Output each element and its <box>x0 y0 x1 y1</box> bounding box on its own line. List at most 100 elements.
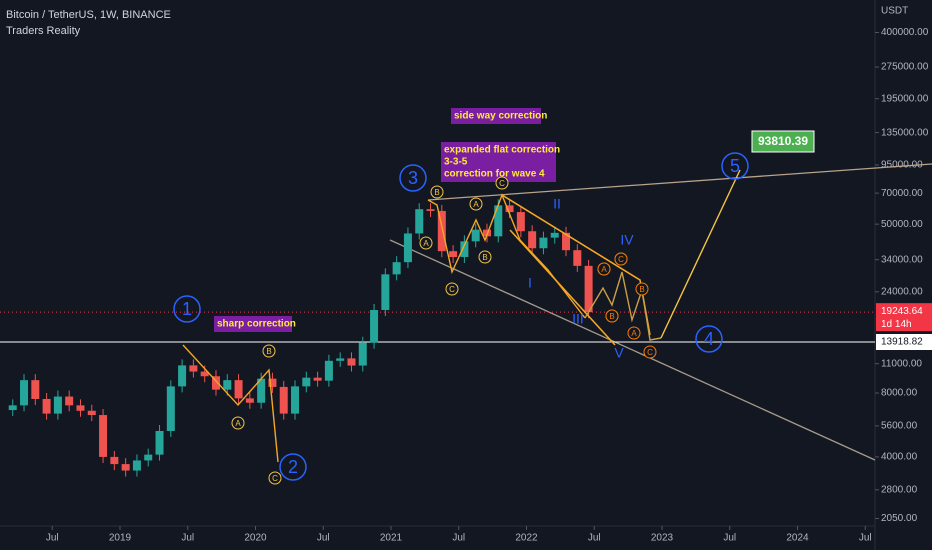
candle <box>189 365 198 372</box>
time-tick-label: Jul <box>859 533 872 544</box>
wave-path <box>182 344 279 463</box>
price-tick-label: 195000.00 <box>881 93 929 104</box>
abc-circle <box>445 282 459 296</box>
price-tick-label: 4000.00 <box>881 452 918 463</box>
candle <box>403 233 412 263</box>
candle <box>415 209 424 234</box>
candle <box>53 396 62 414</box>
candle <box>223 380 232 390</box>
abc-label: A <box>601 265 607 274</box>
candle <box>31 380 40 399</box>
candle <box>178 365 187 387</box>
wave-path <box>584 271 662 341</box>
level-badge-label: 13918.82 <box>881 337 923 348</box>
abc-label: C <box>499 179 505 188</box>
note-text: expanded flat correction <box>444 145 560 156</box>
abc-circle <box>643 345 657 359</box>
wave-circle <box>695 325 723 353</box>
roman-label: III <box>572 311 584 327</box>
target-label: 93810.39 <box>758 134 808 148</box>
price-badge <box>876 303 932 332</box>
candle <box>313 377 322 381</box>
time-tick-label: 2024 <box>786 533 809 544</box>
time-tick-label: 2022 <box>515 533 538 544</box>
abc-label: B <box>609 312 614 321</box>
price-tick-label: 275000.00 <box>881 62 929 73</box>
abc-circle <box>605 309 619 323</box>
note-text: correction for wave 4 <box>444 169 545 180</box>
candle <box>324 360 333 381</box>
candle <box>42 398 51 414</box>
abc-label: A <box>631 329 637 338</box>
abc-circle <box>597 262 611 276</box>
candle <box>516 212 525 232</box>
wave-label: 4 <box>704 329 714 349</box>
abc-circle <box>614 252 628 266</box>
abc-circle <box>268 471 282 485</box>
candle <box>20 380 29 406</box>
roman-label: I <box>528 275 532 291</box>
note-box <box>441 142 556 182</box>
wave-label: 5 <box>730 156 740 176</box>
abc-circle <box>469 197 483 211</box>
note-text: sharp correction <box>217 319 296 330</box>
trend-line <box>389 239 876 461</box>
trend-line <box>427 163 932 201</box>
abc-label: C <box>647 348 653 357</box>
candle <box>65 396 74 406</box>
price-tick-label: 24000.00 <box>881 286 923 297</box>
candle <box>392 262 401 275</box>
candle <box>437 210 446 252</box>
wave-path <box>427 193 586 319</box>
candle <box>370 309 379 343</box>
candle <box>426 209 435 211</box>
candle <box>573 250 582 266</box>
note-box <box>451 108 541 124</box>
level-badge <box>876 334 932 351</box>
candle <box>132 460 141 471</box>
wave-label: 3 <box>408 168 418 188</box>
candle <box>381 274 390 310</box>
candle <box>460 241 469 258</box>
abc-label: B <box>434 188 439 197</box>
indicator-name[interactable]: Traders Reality <box>6 25 81 37</box>
candle <box>144 454 153 461</box>
price-tick-label: 5600.00 <box>881 421 918 432</box>
candle <box>166 386 175 431</box>
axis-unit: USDT <box>881 6 908 17</box>
candle <box>449 251 458 258</box>
candle <box>471 229 480 242</box>
price-tick-label: 135000.00 <box>881 127 929 138</box>
abc-circle <box>262 344 276 358</box>
abc-label: B <box>639 285 644 294</box>
candle <box>99 415 108 457</box>
time-tick-label: Jul <box>723 533 736 544</box>
candle <box>8 405 17 411</box>
price-tick-label: 34000.00 <box>881 254 923 265</box>
abc-circle <box>627 326 641 340</box>
candle <box>494 205 503 237</box>
abc-label: C <box>618 255 624 264</box>
candle <box>76 405 85 411</box>
candle <box>528 231 537 249</box>
price-tick-label: 2050.00 <box>881 513 918 524</box>
time-tick-label: 2020 <box>244 533 267 544</box>
wave-label: 2 <box>288 457 298 477</box>
roman-label: IV <box>620 232 634 248</box>
abc-label: B <box>482 253 487 262</box>
price-tick-label: 70000.00 <box>881 188 923 199</box>
symbol-title[interactable]: Bitcoin / TetherUS, 1W, BINANCE <box>6 9 171 21</box>
abc-label: A <box>235 419 241 428</box>
abc-circle <box>430 185 444 199</box>
time-tick-label: Jul <box>317 533 330 544</box>
abc-label: C <box>272 474 278 483</box>
price-tick-label: 11000.00 <box>881 358 922 369</box>
price-tick-label: 2800.00 <box>881 484 918 495</box>
candle <box>155 430 164 455</box>
abc-label: B <box>266 347 271 356</box>
abc-label: A <box>473 200 479 209</box>
candle <box>211 376 220 390</box>
candle <box>539 237 548 249</box>
time-tick-label: Jul <box>181 533 194 544</box>
